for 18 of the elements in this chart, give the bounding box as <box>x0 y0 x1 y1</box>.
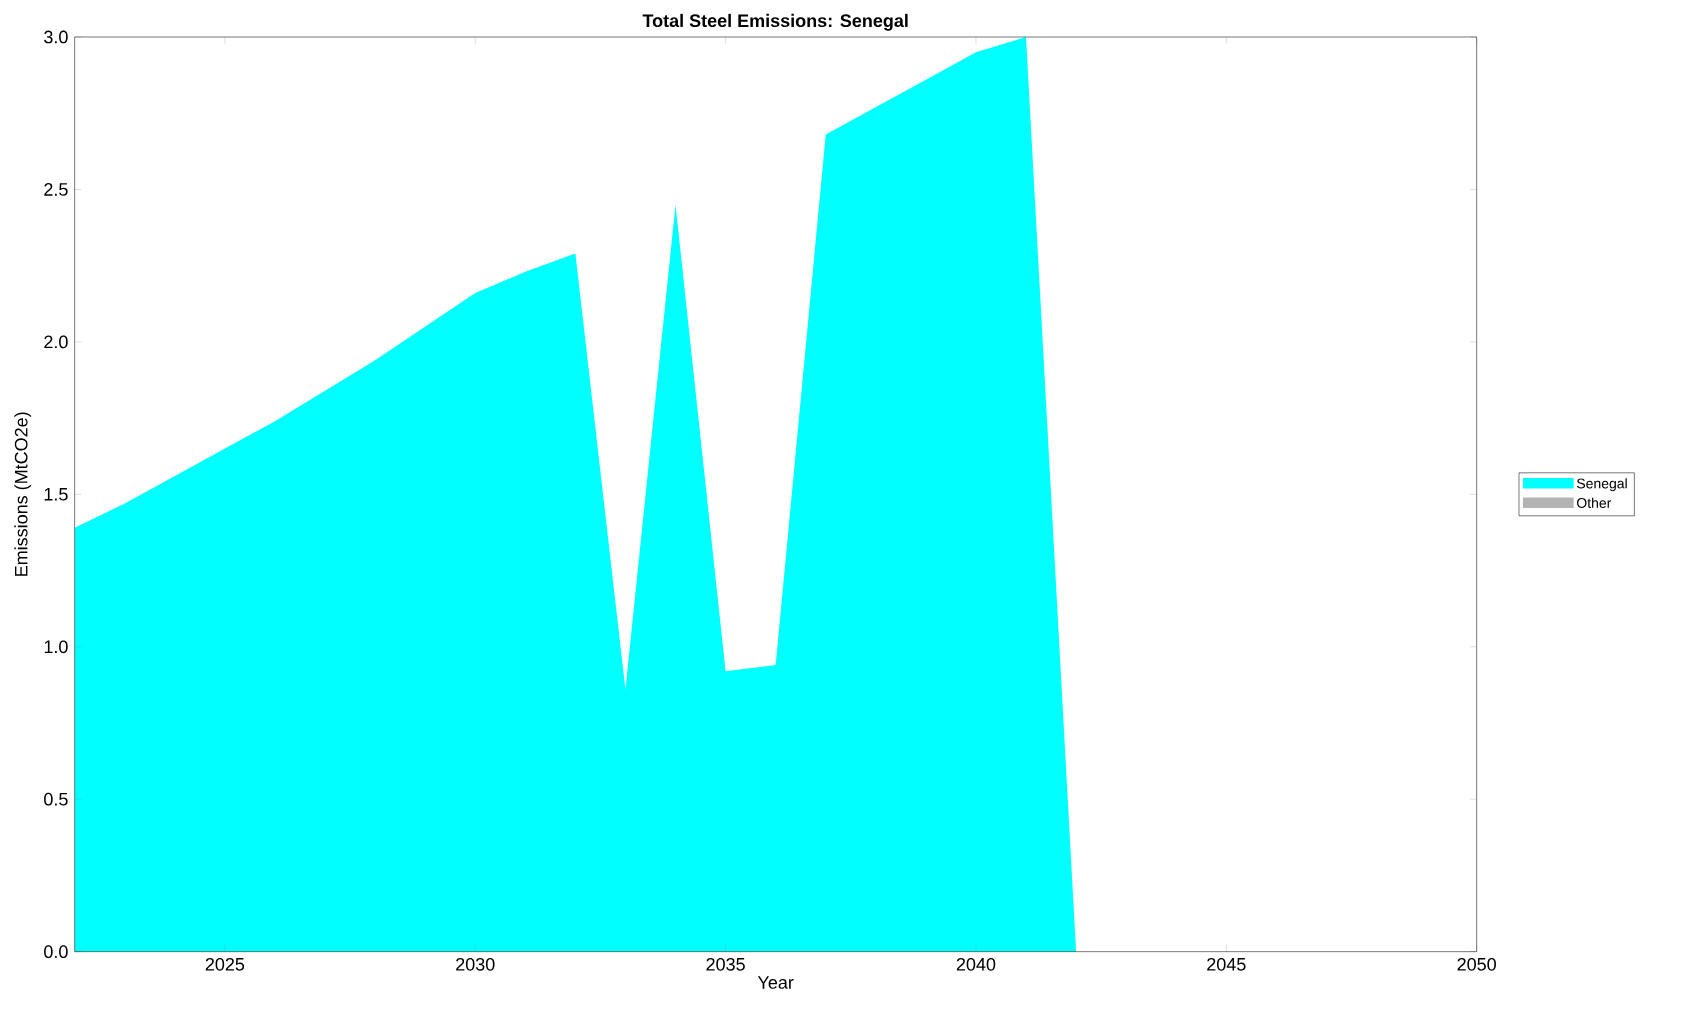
chart-title: Total Steel Emissions: Senegal <box>642 13 908 31</box>
x-tick-label: 2040 <box>956 957 996 971</box>
y-tick-label: 2.0 <box>44 335 68 349</box>
y-tick-label: 3.0 <box>44 30 68 44</box>
y-axis-title: Emissions (MtCO2e) <box>14 412 32 576</box>
x-tick-label: 2035 <box>706 957 745 971</box>
legend-label: Senegal <box>1576 478 1627 492</box>
y-tick-label: 0.5 <box>44 792 68 806</box>
x-tick-label: 2030 <box>456 957 495 971</box>
y-tick-label: 1.0 <box>44 640 68 654</box>
y-tick-label: 2.5 <box>44 183 68 196</box>
x-tick-label: 2050 <box>1457 957 1496 971</box>
y-tick-label: 1.5 <box>44 488 68 501</box>
x-tick-label: 2045 <box>1207 957 1246 971</box>
x-axis-title: Year <box>757 976 794 989</box>
legend-label: Other <box>1576 497 1612 508</box>
x-tick-label: 2025 <box>205 957 245 971</box>
y-tick-label: 0.0 <box>44 945 68 959</box>
